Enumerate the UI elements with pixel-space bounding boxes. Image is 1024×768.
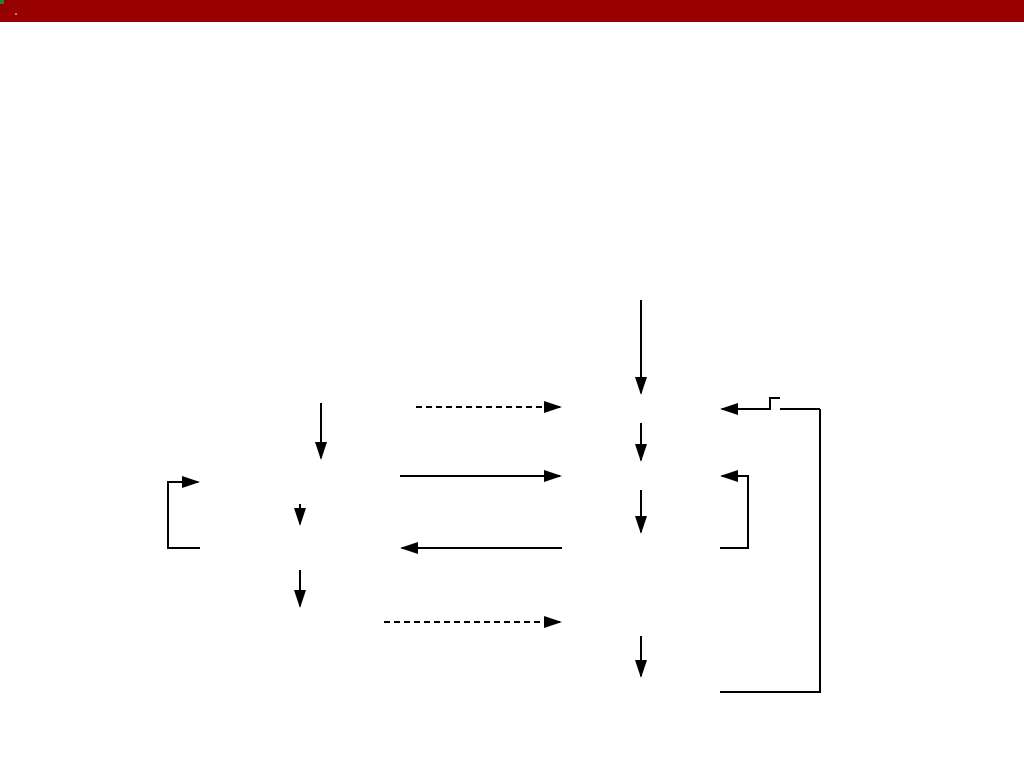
brand-bar — [0, 0, 1024, 22]
session-strip — [15, 13, 17, 15]
node-close-server — [0, 0, 4, 4]
arrows-layer — [0, 0, 1024, 768]
